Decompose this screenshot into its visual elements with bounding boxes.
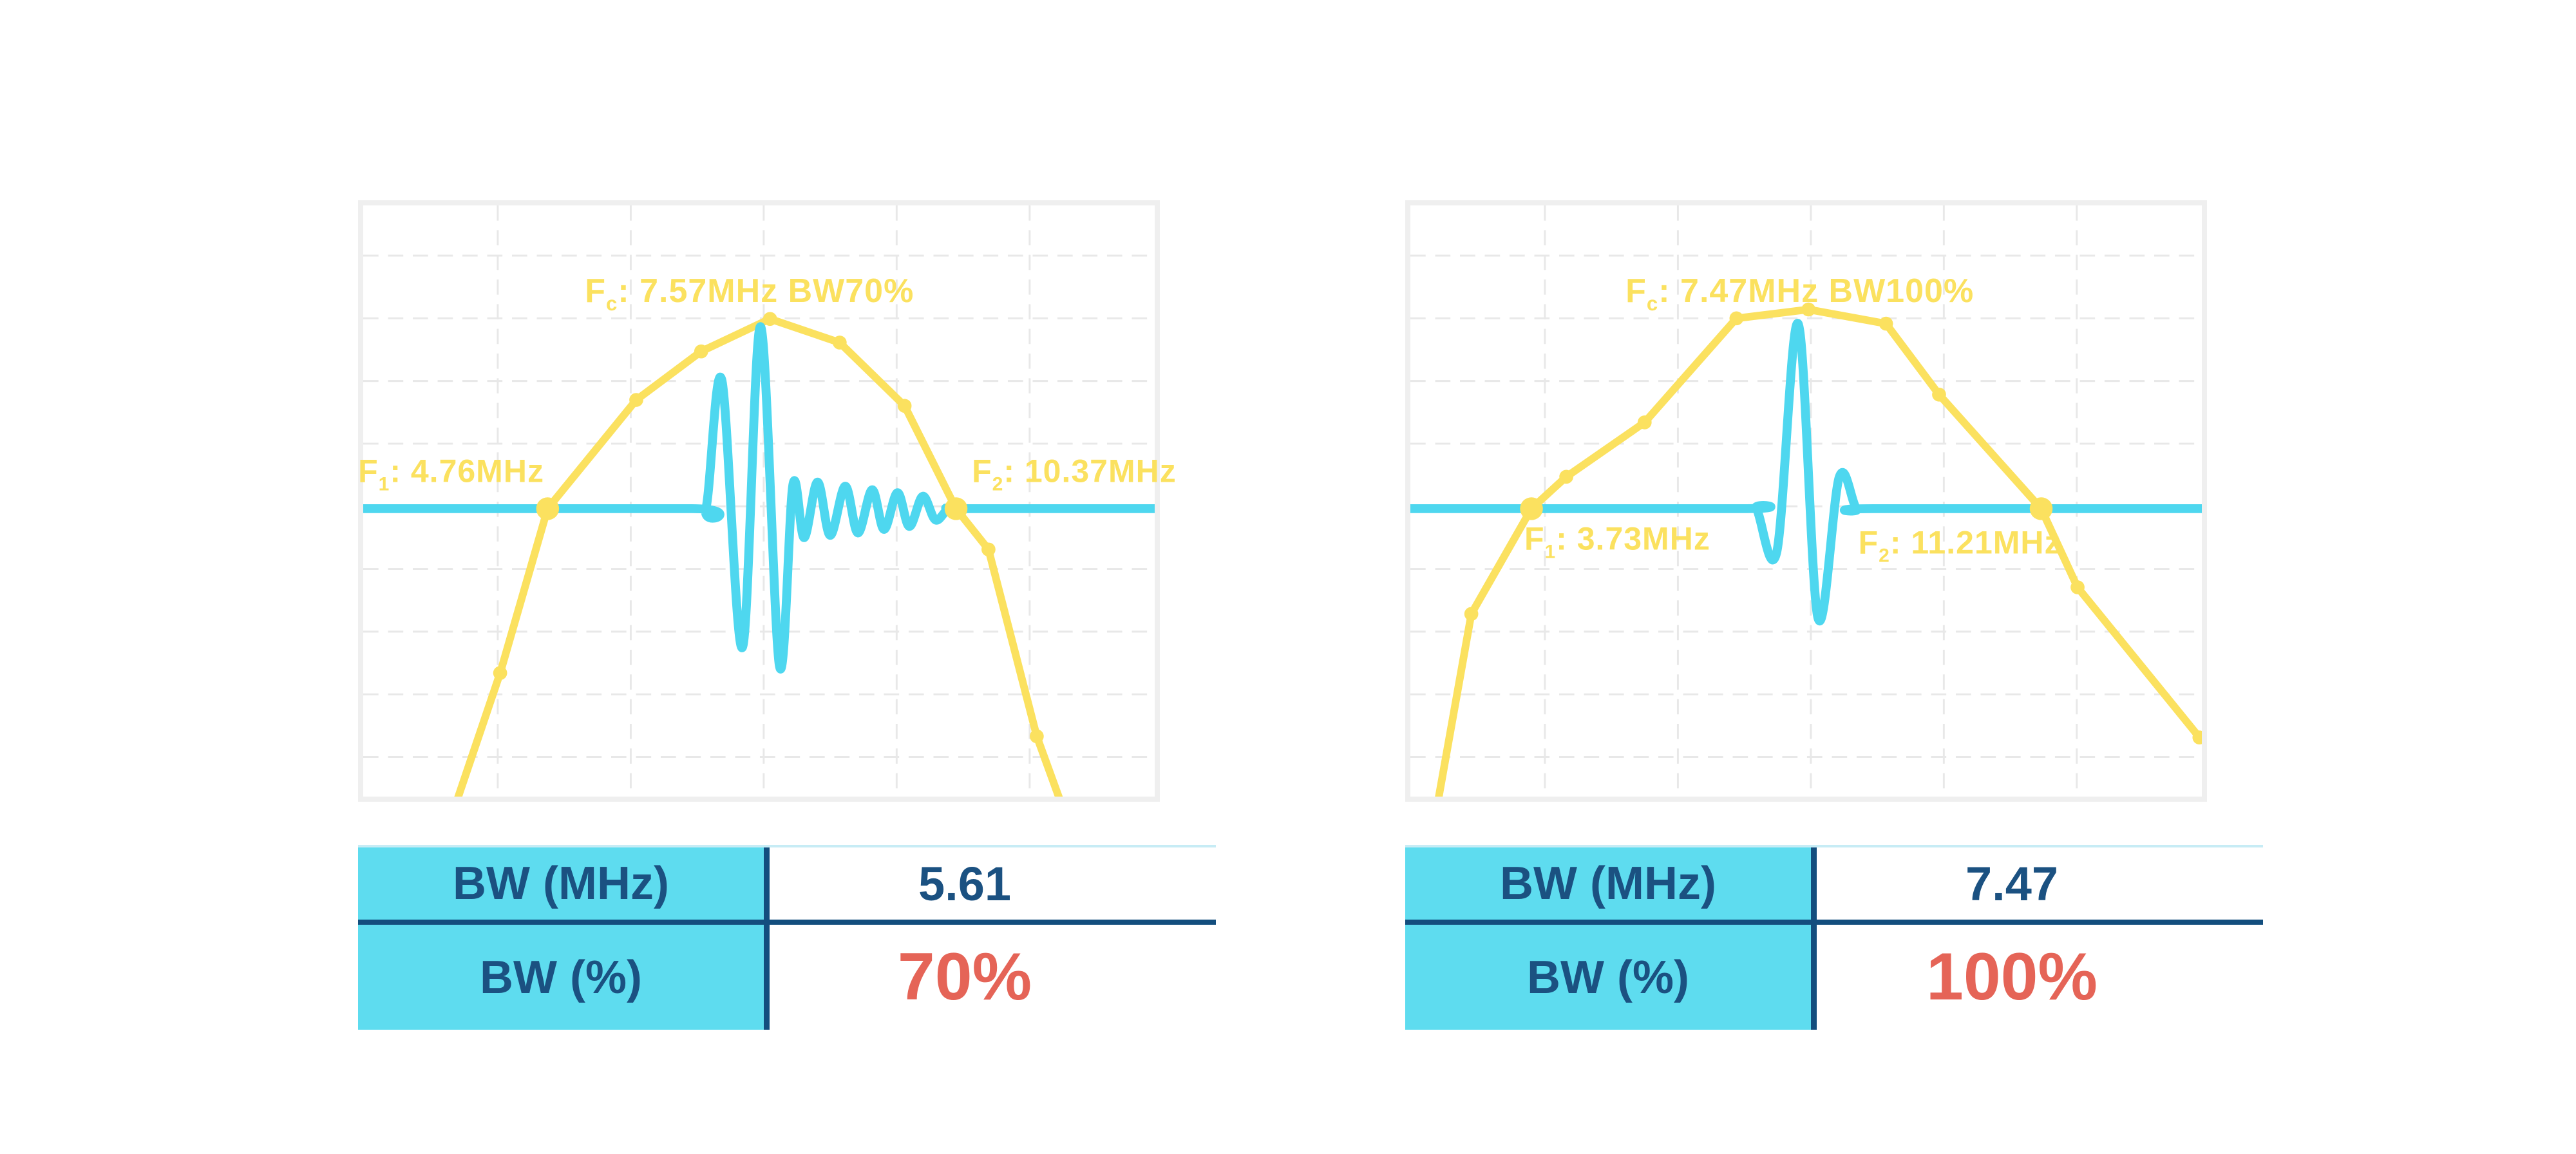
f1-annotation: F1: 4.76MHz bbox=[358, 452, 553, 495]
f1-subscript: 1 bbox=[378, 473, 390, 495]
f2-rest: : 11.21MHz bbox=[1889, 524, 2061, 561]
data-point-dot bbox=[493, 666, 507, 680]
bandwidth-table-right: BW (MHz) BW (%) 7.47 100% bbox=[1405, 845, 2263, 1036]
bw-mhz-label: BW (MHz) bbox=[1500, 858, 1716, 909]
bandwidth-edge-point bbox=[1520, 497, 1543, 520]
data-point-dot bbox=[1464, 607, 1479, 621]
pulse-waveform bbox=[1410, 319, 2202, 625]
table-row-divider bbox=[358, 920, 1216, 925]
data-point-dot bbox=[1932, 387, 1946, 402]
bandwidth-edge-point bbox=[2029, 497, 2053, 520]
data-point-dot bbox=[1879, 316, 1893, 331]
bandwidth-edge-point bbox=[536, 497, 560, 520]
f2-subscript: 2 bbox=[1879, 545, 1890, 567]
data-point-dot bbox=[2192, 730, 2202, 745]
f1-f: F bbox=[358, 453, 379, 489]
f2-annotation: F2: 11.21MHz bbox=[1859, 524, 2061, 567]
spectrum-plot-right bbox=[1410, 205, 2202, 797]
f1-rest: : 4.76MHz bbox=[390, 453, 544, 489]
table-top-line bbox=[358, 845, 1216, 847]
data-point-dot bbox=[762, 312, 777, 326]
f1-subscript: 1 bbox=[1544, 541, 1557, 563]
spectrum-curve bbox=[1435, 305, 2202, 797]
f1-f: F bbox=[1524, 521, 1545, 558]
data-point-dot bbox=[629, 393, 643, 407]
bw-percent-label: BW (%) bbox=[480, 951, 642, 1003]
bw-percent-value: 70% bbox=[897, 940, 1032, 1014]
data-point-dot bbox=[1559, 469, 1573, 484]
spectrum-curve bbox=[454, 315, 1063, 797]
spectrum-plot-left bbox=[363, 205, 1155, 797]
table-header-cell bbox=[358, 847, 768, 1030]
data-point-dot bbox=[2070, 580, 2085, 594]
data-point-dot bbox=[981, 542, 996, 557]
f2-f: F bbox=[972, 453, 992, 489]
title-f: F bbox=[585, 272, 606, 310]
pulse-waveform bbox=[363, 322, 1155, 674]
f2-subscript: 2 bbox=[992, 473, 1004, 495]
data-point-dot bbox=[832, 336, 847, 350]
data-point-dot bbox=[694, 344, 708, 359]
data-point-dot bbox=[1801, 302, 1816, 317]
bw-mhz-label: BW (MHz) bbox=[453, 858, 669, 909]
table-column-divider bbox=[764, 847, 770, 1030]
f2-rest: : 10.37MHz bbox=[1003, 453, 1177, 489]
data-point-dot bbox=[1637, 415, 1652, 430]
bandwidth-table-left: BW (MHz) BW (%) 5.61 70% bbox=[358, 845, 1216, 1036]
bandwidth-edge-point bbox=[944, 497, 968, 520]
title-f: F bbox=[1625, 272, 1647, 310]
table-column-divider bbox=[1811, 847, 1817, 1030]
f1-annotation: F1: 3.73MHz bbox=[1524, 520, 1710, 563]
table-row-divider bbox=[1405, 920, 2263, 925]
title-subscript: c bbox=[1646, 292, 1659, 315]
title-subscript: c bbox=[605, 292, 618, 315]
spectrum-chart-right: Fc: 7.47MHz BW100% F1: 3.73MHz F2: 11.21… bbox=[1405, 200, 2207, 802]
title-rest: : 7.57MHz BW70% bbox=[618, 272, 914, 310]
spectrum-chart-left: Fc: 7.57MHz BW70% F1: 4.76MHz F2: 10.37M… bbox=[358, 200, 1176, 802]
f1-rest: : 3.73MHz bbox=[1556, 521, 1710, 558]
center-frequency-title: Fc: 7.57MHz BW70% bbox=[585, 272, 914, 316]
center-frequency-title: Fc: 7.47MHz BW100% bbox=[1625, 272, 1974, 316]
data-point-dot bbox=[1030, 729, 1044, 744]
bw-percent-label: BW (%) bbox=[1527, 951, 1689, 1003]
bw-percent-value: 100% bbox=[1926, 940, 2098, 1014]
data-point-dot bbox=[1729, 311, 1744, 326]
table-top-line bbox=[1405, 845, 2263, 847]
table-header-cell bbox=[1405, 847, 1815, 1030]
bw-mhz-value: 5.61 bbox=[918, 856, 1012, 911]
f2-f: F bbox=[1858, 524, 1879, 561]
title-rest: : 7.47MHz BW100% bbox=[1658, 272, 1975, 310]
f2-annotation: F2: 10.37MHz bbox=[972, 452, 1177, 495]
bw-mhz-value: 7.47 bbox=[1965, 856, 2059, 911]
data-point-dot bbox=[897, 399, 912, 413]
